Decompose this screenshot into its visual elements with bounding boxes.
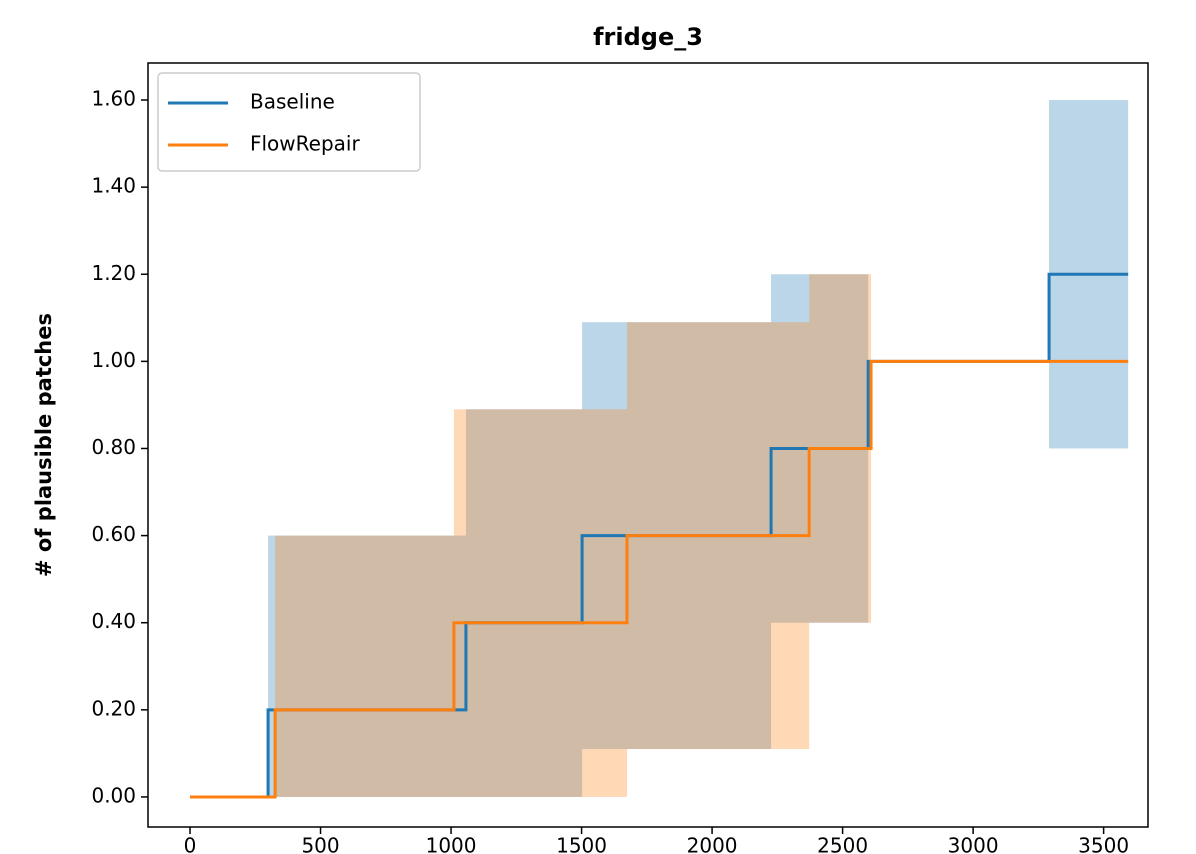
- x-tick-label: 0: [184, 834, 197, 854]
- x-tick-label: 1500: [556, 834, 607, 854]
- legend-box: [157, 72, 421, 172]
- y-tick-label: 1.40: [91, 174, 136, 198]
- x-tick-label: 3000: [948, 834, 999, 854]
- plot-frame: [147, 62, 1149, 828]
- y-tick-label: 1.00: [91, 348, 136, 372]
- x-tick-label: 1000: [426, 834, 477, 854]
- chart-title: fridge_3: [593, 23, 703, 51]
- step-line: [190, 359, 1129, 799]
- x-tick-label: 500: [301, 834, 339, 854]
- x-tick-label: 2500: [817, 834, 868, 854]
- legend-label: FlowRepair: [250, 132, 360, 156]
- x-tick-label: 2000: [687, 834, 738, 854]
- error-band: [268, 535, 466, 797]
- legend-label: Baseline: [250, 90, 335, 114]
- y-tick-label: 0.20: [91, 696, 136, 720]
- error-band: [275, 535, 454, 797]
- y-tick-label: 0.80: [91, 435, 136, 459]
- x-tick-label: 3500: [1078, 834, 1129, 854]
- y-tick-label: 0.60: [91, 522, 136, 546]
- y-tick-label: 1.20: [91, 261, 136, 285]
- error-band: [465, 409, 583, 797]
- y-axis-label: # of plausible patches: [32, 313, 56, 577]
- error-band: [453, 409, 627, 797]
- y-tick-label: 1.60: [91, 87, 136, 111]
- y-tick-label: 0.00: [91, 783, 136, 807]
- y-tick-label: 0.40: [91, 609, 136, 633]
